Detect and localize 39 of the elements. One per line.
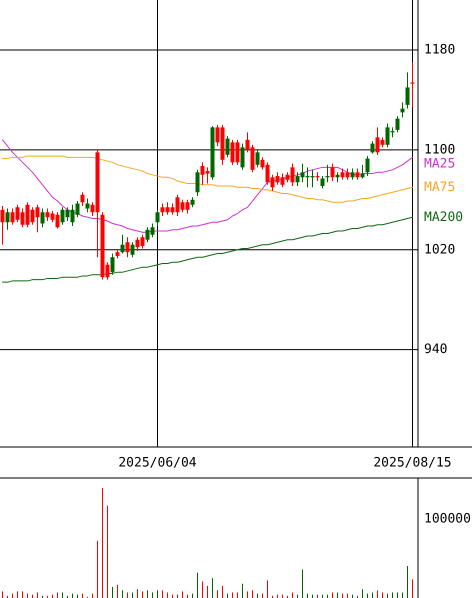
x-tick-label: 2025/08/15 [373, 456, 452, 471]
line-series [2, 156, 413, 203]
candlestick [320, 176, 324, 190]
candlestick [226, 136, 230, 158]
candlestick [396, 116, 400, 133]
y-tick-label: 1100 [424, 142, 456, 158]
candlestick [40, 208, 44, 228]
candlestick [240, 143, 244, 170]
candlestick [366, 156, 370, 177]
candlestick [156, 209, 160, 226]
series-label: MA75 [424, 180, 456, 195]
series-label: MA200 [424, 210, 464, 225]
candlestick [86, 198, 90, 213]
y-tick-label: 940 [424, 342, 448, 358]
candlestick [330, 163, 334, 182]
candlestick [110, 252, 114, 276]
candlestick [120, 234, 124, 254]
candlestick [80, 192, 84, 207]
candlestick [196, 169, 200, 197]
candlestick [406, 72, 410, 110]
candlestick [370, 140, 374, 154]
candlestick [6, 208, 10, 230]
candlestick [360, 164, 364, 180]
y-tick-label: 1020 [424, 242, 456, 258]
candlestick [350, 168, 354, 180]
candlestick [400, 102, 404, 118]
series-label: MA25 [424, 156, 456, 172]
text: 100000 [424, 512, 471, 527]
candlestick [190, 196, 194, 208]
x-tick-label: 2025/06/04 [118, 456, 197, 471]
y-tick-label: 1180 [424, 42, 456, 58]
candlestick [126, 236, 130, 258]
candlestick [336, 172, 340, 183]
line-series [2, 216, 413, 283]
candlestick [326, 164, 330, 183]
candlestick [256, 149, 260, 168]
candlestick [0, 206, 4, 246]
candlestick [130, 242, 134, 258]
candlestick [356, 168, 360, 180]
